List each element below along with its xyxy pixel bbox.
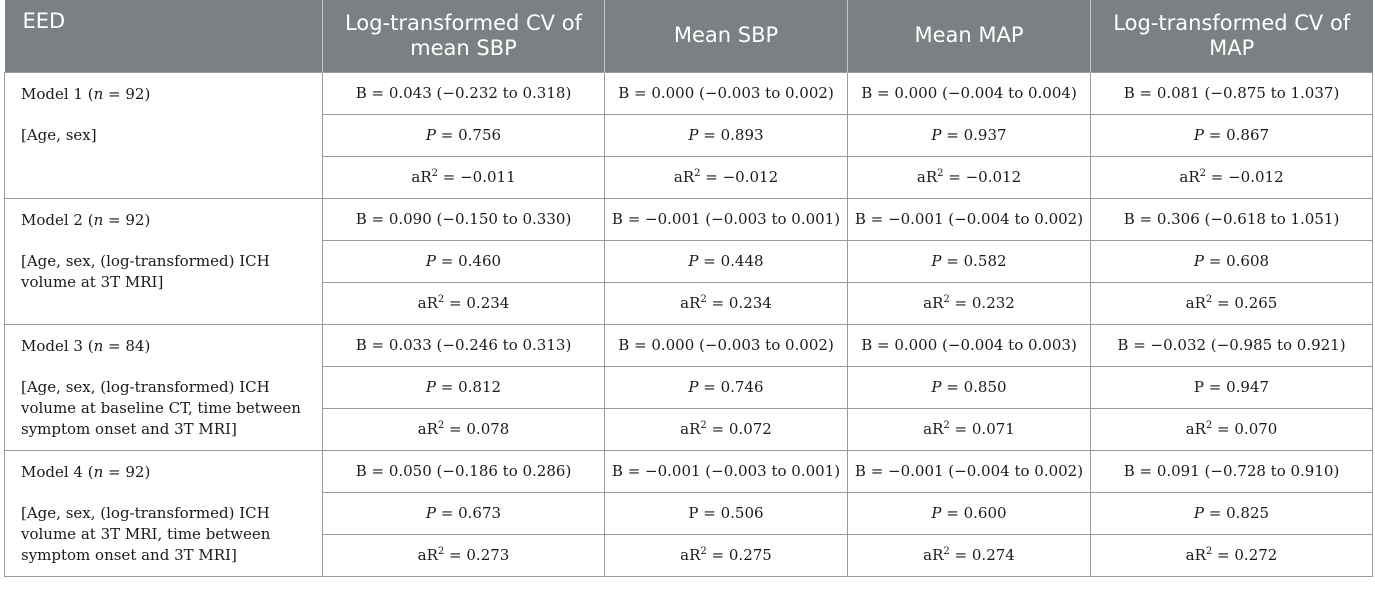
ar2-cell: aR2 = −0.012 <box>604 155 848 199</box>
model-cell: Model 3 (n = 84) [Age, sex, (log-transfo… <box>4 323 323 451</box>
model-cell: Model 4 (n = 92) [Age, sex, (log-transfo… <box>4 449 323 577</box>
header-eed: EED <box>4 0 323 72</box>
model-cell: Model 1 (n = 92) [Age, sex] <box>4 71 323 199</box>
b-cell: B = −0.001 (−0.003 to 0.001) <box>604 449 848 493</box>
b-cell: B = 0.000 (−0.003 to 0.002) <box>604 71 848 115</box>
model-covariates: [Age, sex, (log-transformed) ICH volume … <box>21 377 301 438</box>
model-name: Model 3 (n = 84) <box>21 336 151 355</box>
p-cell: P = 0.756 <box>322 113 605 157</box>
ar2-cell: aR2 = 0.272 <box>1090 533 1373 577</box>
ar2-cell: aR2 = −0.012 <box>1090 155 1373 199</box>
model-covariates: [Age, sex, (log-transformed) ICH volume … <box>21 503 271 564</box>
p-cell: P = 0.506 <box>604 491 848 535</box>
p-cell: P = 0.460 <box>322 239 605 283</box>
b-cell: B = 0.033 (−0.246 to 0.313) <box>322 323 605 367</box>
header-row: EED Log-transformed CV of mean SBP Mean … <box>4 0 1373 72</box>
table-row: Model 1 (n = 92) [Age, sex] B = 0.043 (−… <box>4 71 1373 199</box>
p-cell: P = 0.448 <box>604 239 848 283</box>
p-cell: P = 0.947 <box>1090 365 1373 409</box>
p-cell: P = 0.608 <box>1090 239 1373 283</box>
table-row: aR2 = 0.078 aR2 = 0.072 aR2 = 0.071 aR2 … <box>5 407 1373 451</box>
p-cell: P = 0.600 <box>847 491 1091 535</box>
ar2-cell: aR2 = −0.011 <box>322 155 605 199</box>
table-row: P = 0.756 P = 0.893 P = 0.937 P = 0.867 <box>5 113 1373 157</box>
b-cell: B = 0.043 (−0.232 to 0.318) <box>322 71 605 115</box>
model-covariates: [Age, sex] <box>21 125 97 144</box>
model-cell: Model 2 (n = 92) [Age, sex, (log-transfo… <box>4 197 323 325</box>
ar2-cell: aR2 = 0.273 <box>322 533 605 577</box>
p-cell: P = 0.582 <box>847 239 1091 283</box>
b-cell: B = 0.000 (−0.004 to 0.003) <box>847 323 1091 367</box>
table-row: Model 4 (n = 92) [Age, sex, (log-transfo… <box>4 449 1373 577</box>
header-log-cv-map: Log-transformed CV of MAP <box>1090 0 1373 72</box>
b-cell: B = 0.090 (−0.150 to 0.330) <box>322 197 605 241</box>
b-cell: B = −0.032 (−0.985 to 0.921) <box>1090 323 1373 367</box>
b-cell: B = 0.000 (−0.004 to 0.004) <box>847 71 1091 115</box>
ar2-cell: aR2 = 0.071 <box>847 407 1091 451</box>
header-log-cv-sbp: Log-transformed CV of mean SBP <box>322 0 605 72</box>
ar2-cell: aR2 = 0.265 <box>1090 281 1373 325</box>
b-cell: B = 0.000 (−0.003 to 0.002) <box>604 323 848 367</box>
header-mean-sbp: Mean SBP <box>604 0 848 72</box>
ar2-cell: aR2 = 0.078 <box>322 407 605 451</box>
model-name: Model 2 (n = 92) <box>21 210 151 229</box>
table-row: Model 3 (n = 84) [Age, sex, (log-transfo… <box>4 323 1373 451</box>
b-cell: B = 0.081 (−0.875 to 1.037) <box>1090 71 1373 115</box>
table-row: aR2 = 0.273 aR2 = 0.275 aR2 = 0.274 aR2 … <box>5 533 1373 577</box>
ar2-cell: aR2 = 0.072 <box>604 407 848 451</box>
p-cell: P = 0.825 <box>1090 491 1373 535</box>
table-row: P = 0.673 P = 0.506 P = 0.600 P = 0.825 <box>5 491 1373 535</box>
ar2-cell: aR2 = −0.012 <box>847 155 1091 199</box>
model-name: Model 1 (n = 92) <box>21 84 151 103</box>
header-mean-map: Mean MAP <box>847 0 1091 72</box>
p-cell: P = 0.812 <box>322 365 605 409</box>
ar2-cell: aR2 = 0.234 <box>604 281 848 325</box>
b-cell: B = −0.001 (−0.004 to 0.002) <box>847 449 1091 493</box>
ar2-cell: aR2 = 0.234 <box>322 281 605 325</box>
table-row: P = 0.460 P = 0.448 P = 0.582 P = 0.608 <box>5 239 1373 283</box>
p-cell: P = 0.850 <box>847 365 1091 409</box>
table-row: aR2 = −0.011 aR2 = −0.012 aR2 = −0.012 a… <box>5 155 1373 199</box>
p-cell: P = 0.893 <box>604 113 848 157</box>
model-covariates: [Age, sex, (log-transformed) ICH volume … <box>21 251 270 291</box>
table-row: Model 2 (n = 92) [Age, sex, (log-transfo… <box>4 197 1373 325</box>
results-table: EED Log-transformed CV of mean SBP Mean … <box>4 0 1373 577</box>
b-cell: B = 0.091 (−0.728 to 0.910) <box>1090 449 1373 493</box>
p-cell: P = 0.673 <box>322 491 605 535</box>
ar2-cell: aR2 = 0.275 <box>604 533 848 577</box>
ar2-cell: aR2 = 0.274 <box>847 533 1091 577</box>
ar2-cell: aR2 = 0.070 <box>1090 407 1373 451</box>
p-cell: P = 0.867 <box>1090 113 1373 157</box>
ar2-cell: aR2 = 0.232 <box>847 281 1091 325</box>
p-cell: P = 0.746 <box>604 365 848 409</box>
model-name: Model 4 (n = 92) <box>21 462 151 481</box>
b-cell: B = 0.306 (−0.618 to 1.051) <box>1090 197 1373 241</box>
b-cell: B = 0.050 (−0.186 to 0.286) <box>322 449 605 493</box>
b-cell: B = −0.001 (−0.003 to 0.001) <box>604 197 848 241</box>
b-cell: B = −0.001 (−0.004 to 0.002) <box>847 197 1091 241</box>
p-cell: P = 0.937 <box>847 113 1091 157</box>
